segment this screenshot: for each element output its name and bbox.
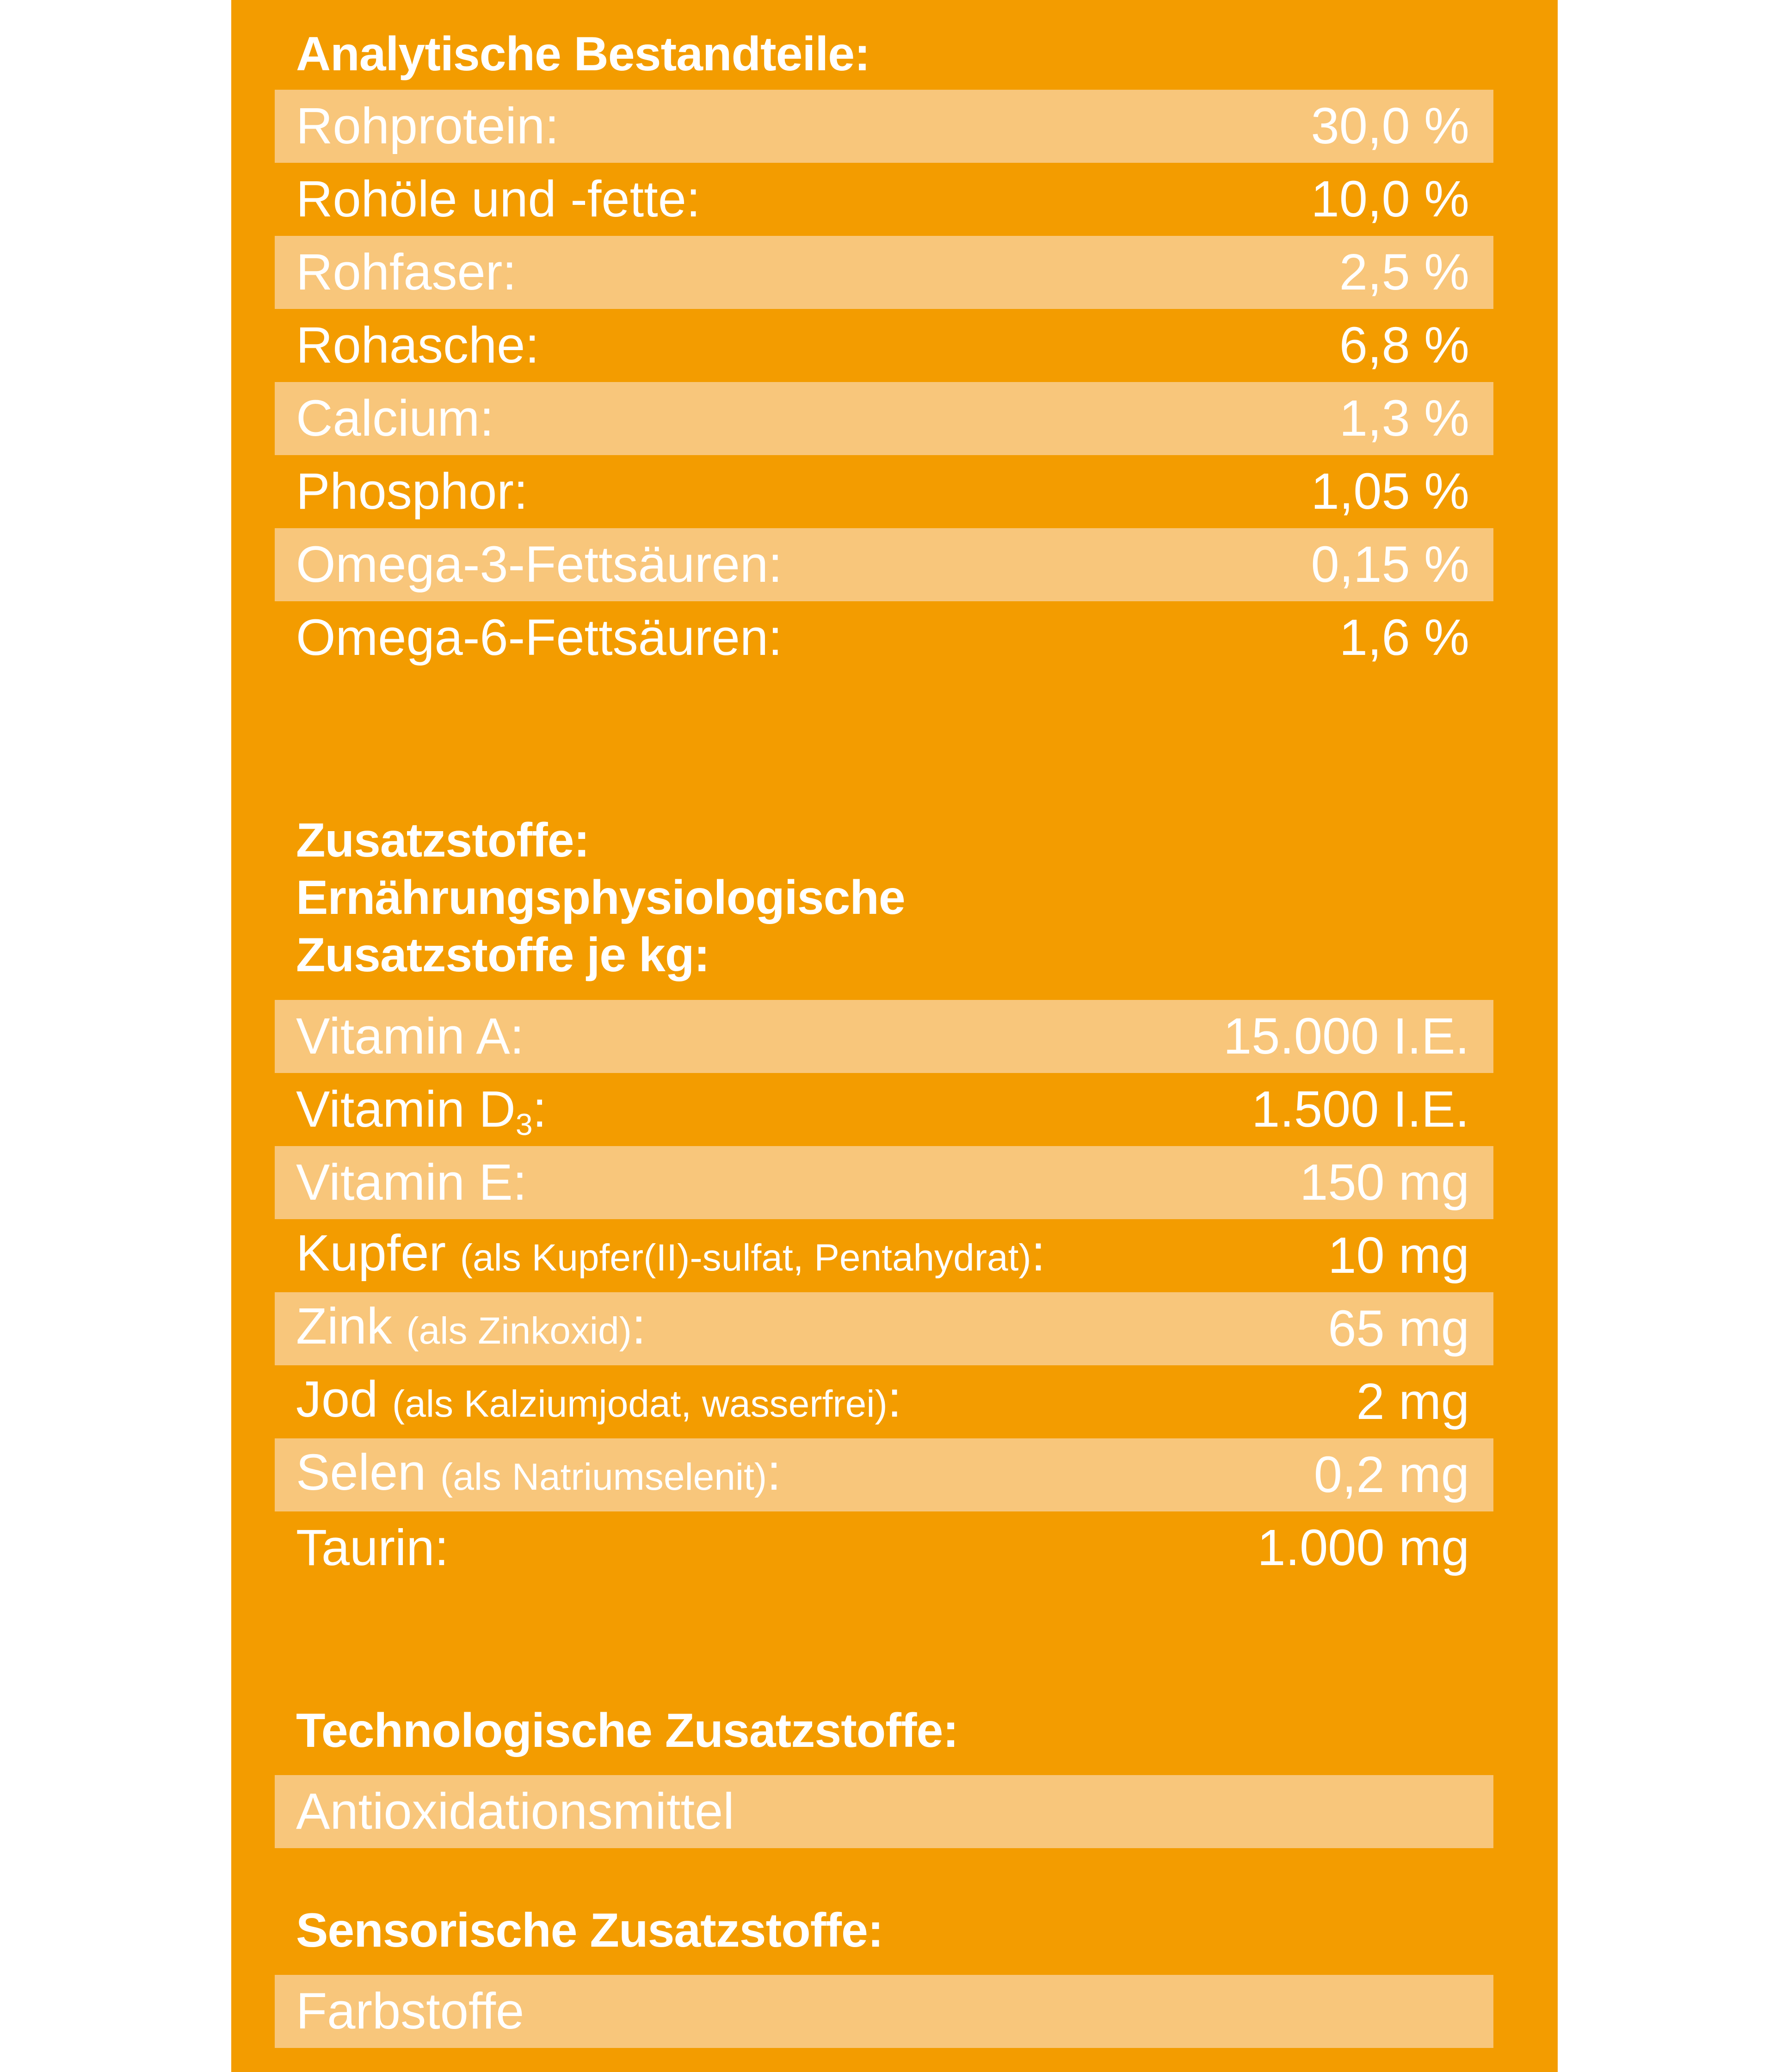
row-value: 30,0 % (1311, 98, 1469, 154)
row-value: 1,3 % (1339, 390, 1469, 447)
row-value: 65 mg (1328, 1300, 1469, 1357)
row-note: (als Zinkoxid) (406, 1310, 632, 1352)
row-label: Vitamin D3: (296, 1073, 547, 1146)
row-label: Omega-6-Fettsäuren: (296, 609, 783, 666)
row-label-suffix: : (532, 1081, 547, 1138)
row-label-text: Selen (296, 1444, 426, 1501)
additives-heading: Zusatzstoffe: Ernährungsphysiologische Z… (296, 812, 906, 984)
table-row: Taurin: 1.000 mg (275, 1511, 1493, 1585)
row-label: Zink (als Zinkoxid): (296, 1290, 646, 1368)
row-label: Calcium: (296, 390, 494, 447)
row-label: Rohöle und -fette: (296, 171, 701, 228)
row-label-text: Zink (296, 1298, 392, 1355)
row-label: Phosphor: (296, 463, 528, 520)
row-value: 10 mg (1328, 1227, 1469, 1284)
row-value: 1.000 mg (1257, 1519, 1469, 1576)
table-row: Rohasche: 6,8 % (275, 309, 1493, 382)
table-row: Vitamin D3: 1.500 I.E. (275, 1073, 1493, 1146)
row-label: Kupfer (als Kupfer(II)-sulfat, Pentahydr… (296, 1217, 1045, 1295)
table-row: Antioxidationsmittel (275, 1775, 1493, 1848)
sensory-heading: Sensorische Zusatzstoffe: (296, 1904, 884, 1957)
row-label: Rohprotein: (296, 98, 559, 154)
row-label: Jod (als Kalziumjodat, wasserfrei): (296, 1363, 901, 1441)
table-row: Kupfer (als Kupfer(II)-sulfat, Pentahydr… (275, 1219, 1493, 1292)
row-label: Vitamin E: (296, 1154, 527, 1211)
row-value: 1.500 I.E. (1252, 1081, 1469, 1138)
row-label: Selen (als Natriumselenit): (296, 1436, 781, 1514)
row-label: Vitamin A: (296, 1008, 524, 1065)
table-row: Jod (als Kalziumjodat, wasserfrei): 2 mg (275, 1365, 1493, 1438)
table-row: Omega-3-Fettsäuren: 0,15 % (275, 528, 1493, 601)
table-row: Phosphor: 1,05 % (275, 455, 1493, 528)
row-label: Rohasche: (296, 317, 539, 374)
row-value: 1,05 % (1311, 463, 1469, 520)
table-row: Rohprotein: 30,0 % (275, 90, 1493, 163)
row-note: (als Natriumselenit) (440, 1456, 767, 1498)
technological-heading: Technologische Zusatzstoffe: (296, 1704, 959, 1758)
table-row: Farbstoffe (275, 1975, 1493, 2048)
row-value: 0,2 mg (1314, 1446, 1469, 1503)
row-value: 2,5 % (1339, 244, 1469, 301)
row-label-text: Kupfer (296, 1225, 446, 1282)
row-value: 6,8 % (1339, 317, 1469, 374)
table-row: Rohfaser: 2,5 % (275, 236, 1493, 309)
table-row: Omega-6-Fettsäuren: 1,6 % (275, 601, 1493, 674)
row-note: (als Kalziumjodat, wasserfrei) (392, 1383, 888, 1425)
additives-heading-line1: Zusatzstoffe: (296, 814, 590, 867)
additives-heading-line2: Ernährungsphysiologische (296, 871, 906, 925)
analytical-heading: Analytische Bestandteile: (296, 27, 870, 81)
row-value: 2 mg (1356, 1373, 1469, 1430)
row-value: 0,15 % (1311, 536, 1469, 593)
row-value: 10,0 % (1311, 171, 1469, 228)
table-row: Zink (als Zinkoxid): 65 mg (275, 1292, 1493, 1365)
row-label-subscript: 3 (515, 1107, 533, 1141)
row-label-suffix: : (631, 1298, 646, 1355)
row-label-suffix: : (887, 1371, 902, 1428)
table-row: Rohöle und -fette: 10,0 % (275, 163, 1493, 236)
row-label-text: Vitamin D (296, 1081, 516, 1138)
row-note: (als Kupfer(II)-sulfat, Pentahydrat) (460, 1237, 1031, 1279)
table-row: Vitamin A: 15.000 I.E. (275, 1000, 1493, 1073)
row-label: Rohfaser: (296, 244, 517, 301)
row-value: 1,6 % (1339, 609, 1469, 666)
row-label: Farbstoffe (296, 1983, 524, 2040)
nutrition-panel: Analytische Bestandteile: Rohprotein: 30… (231, 0, 1558, 2072)
row-label: Antioxidationsmittel (296, 1783, 734, 1840)
row-label-suffix: : (767, 1444, 781, 1501)
row-label: Omega-3-Fettsäuren: (296, 536, 783, 593)
row-label: Taurin: (296, 1519, 449, 1576)
additives-heading-line3: Zusatzstoffe je kg: (296, 928, 710, 982)
table-row: Vitamin E: 150 mg (275, 1146, 1493, 1219)
table-row: Selen (als Natriumselenit): 0,2 mg (275, 1438, 1493, 1511)
table-row: Calcium: 1,3 % (275, 382, 1493, 455)
row-value: 15.000 I.E. (1223, 1008, 1469, 1065)
row-value: 150 mg (1300, 1154, 1469, 1211)
row-label-text: Jod (296, 1371, 378, 1428)
row-label-suffix: : (1031, 1225, 1046, 1282)
